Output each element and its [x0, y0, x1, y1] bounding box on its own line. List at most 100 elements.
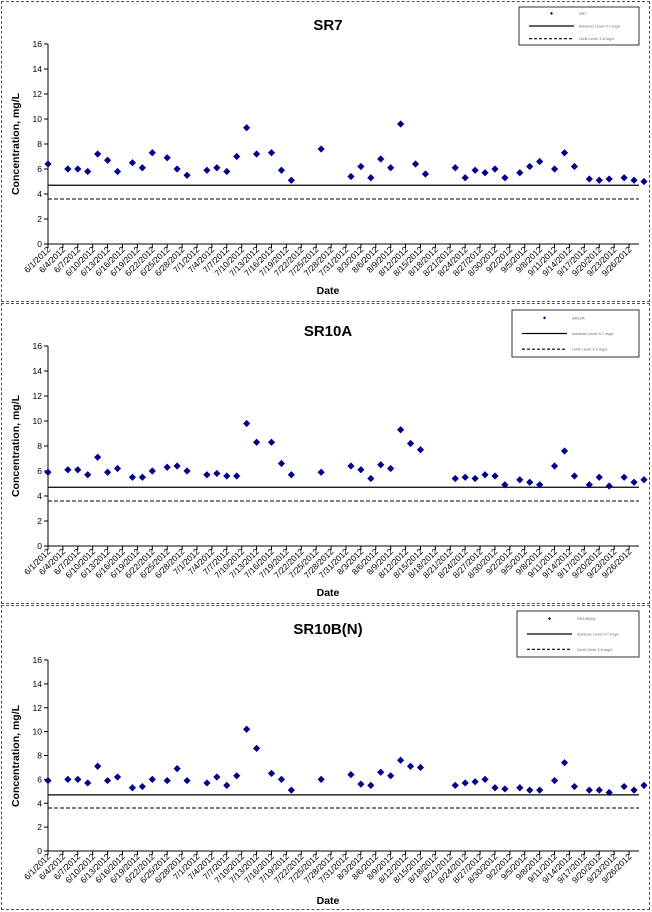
data-point [595, 176, 603, 184]
data-point [550, 776, 559, 785]
data-point [550, 165, 559, 173]
data-point [183, 776, 191, 785]
data-point [103, 156, 112, 164]
legend-label: Limit Level 3.6 mg/L [579, 36, 616, 41]
data-point [267, 149, 276, 157]
data-point [471, 166, 479, 174]
data-point [287, 471, 295, 479]
data-point [377, 155, 385, 163]
y-axis-label: Concentration, mg/L [10, 394, 22, 497]
data-point [317, 775, 325, 783]
data-point [387, 772, 395, 780]
data-point [397, 426, 405, 434]
data-point [173, 765, 181, 773]
y-tick-label: 6 [37, 466, 42, 476]
data-point [620, 473, 628, 481]
data-point [570, 782, 579, 791]
data-point [173, 462, 181, 470]
data-point [84, 779, 92, 787]
data-point [148, 775, 156, 783]
y-tick-label: 2 [37, 516, 42, 526]
data-point [461, 779, 469, 787]
chart-sr10a: SR10A02468101214166/1/20126/4/20126/7/20… [10, 309, 648, 599]
data-point [451, 474, 459, 483]
data-point [367, 174, 375, 182]
data-point [461, 174, 469, 182]
legend-label: SR10A [572, 315, 585, 320]
data-point [526, 162, 534, 171]
legend-swatch [543, 316, 546, 320]
data-point [74, 165, 82, 173]
data-point [138, 473, 146, 481]
data-point [74, 466, 82, 474]
data-point [203, 471, 211, 479]
data-point [138, 164, 146, 172]
data-point [128, 159, 137, 167]
data-point [148, 149, 156, 157]
y-tick-label: 14 [33, 64, 43, 74]
data-point [317, 145, 325, 153]
y-tick-label: 16 [33, 39, 43, 49]
data-point [605, 175, 613, 183]
data-point [491, 472, 499, 480]
data-point [103, 468, 112, 476]
y-tick-label: 16 [33, 341, 43, 351]
data-point [347, 172, 355, 181]
data-point [138, 782, 146, 791]
data-point [233, 472, 241, 480]
data-point [585, 481, 593, 489]
data-point [471, 778, 479, 786]
data-point [277, 166, 286, 174]
data-point [416, 446, 425, 454]
data-point [640, 177, 648, 186]
data-point [585, 786, 593, 794]
data-point [347, 771, 355, 779]
data-point [406, 762, 415, 770]
data-point [387, 464, 395, 473]
y-tick-label: 0 [37, 846, 42, 856]
data-point [560, 759, 569, 767]
data-point [526, 786, 534, 794]
legend: SR10B(N) Adverse Level 4.7 mg/L Limit Leve… [516, 610, 640, 658]
y-axis-label: Concentration, mg/L [10, 704, 22, 807]
data-point [550, 462, 559, 470]
data-point [397, 120, 405, 128]
data-point [501, 785, 509, 793]
legend-swatch [550, 11, 553, 15]
data-point [516, 784, 524, 792]
data-point [516, 169, 524, 177]
data-point [163, 776, 171, 785]
data-point [44, 776, 52, 785]
legend-label: Adverse Level 4.7 mg/L [577, 632, 620, 637]
data-point [357, 162, 365, 171]
data-point [203, 166, 211, 174]
data-point [357, 780, 365, 788]
legend-label: SR10B(N) [577, 616, 596, 621]
data-point [481, 775, 489, 783]
y-tick-label: 10 [33, 114, 43, 124]
data-point [491, 784, 499, 792]
data-point [570, 472, 579, 480]
data-point [397, 756, 405, 764]
data-point [113, 773, 122, 781]
data-point [113, 167, 122, 176]
data-point [94, 453, 102, 461]
data-point [377, 768, 385, 776]
data-point [536, 786, 544, 794]
data-point [536, 481, 544, 489]
data-point [252, 150, 261, 158]
data-point [213, 469, 221, 478]
data-point [287, 176, 295, 184]
chart-sr10bn: SR10B(N)02468101214166/1/20126/4/20126/7… [10, 610, 648, 907]
data-point [252, 744, 261, 752]
data-point [243, 124, 251, 132]
data-point [357, 466, 365, 474]
data-point [203, 779, 211, 787]
data-point [64, 466, 72, 474]
y-tick-label: 8 [37, 139, 42, 149]
legend: SR7 Adverse Level 4.7 mg/L Limit Level 3.6… [518, 6, 640, 46]
data-point [213, 164, 221, 172]
data-point [94, 762, 102, 770]
data-point [173, 165, 181, 173]
